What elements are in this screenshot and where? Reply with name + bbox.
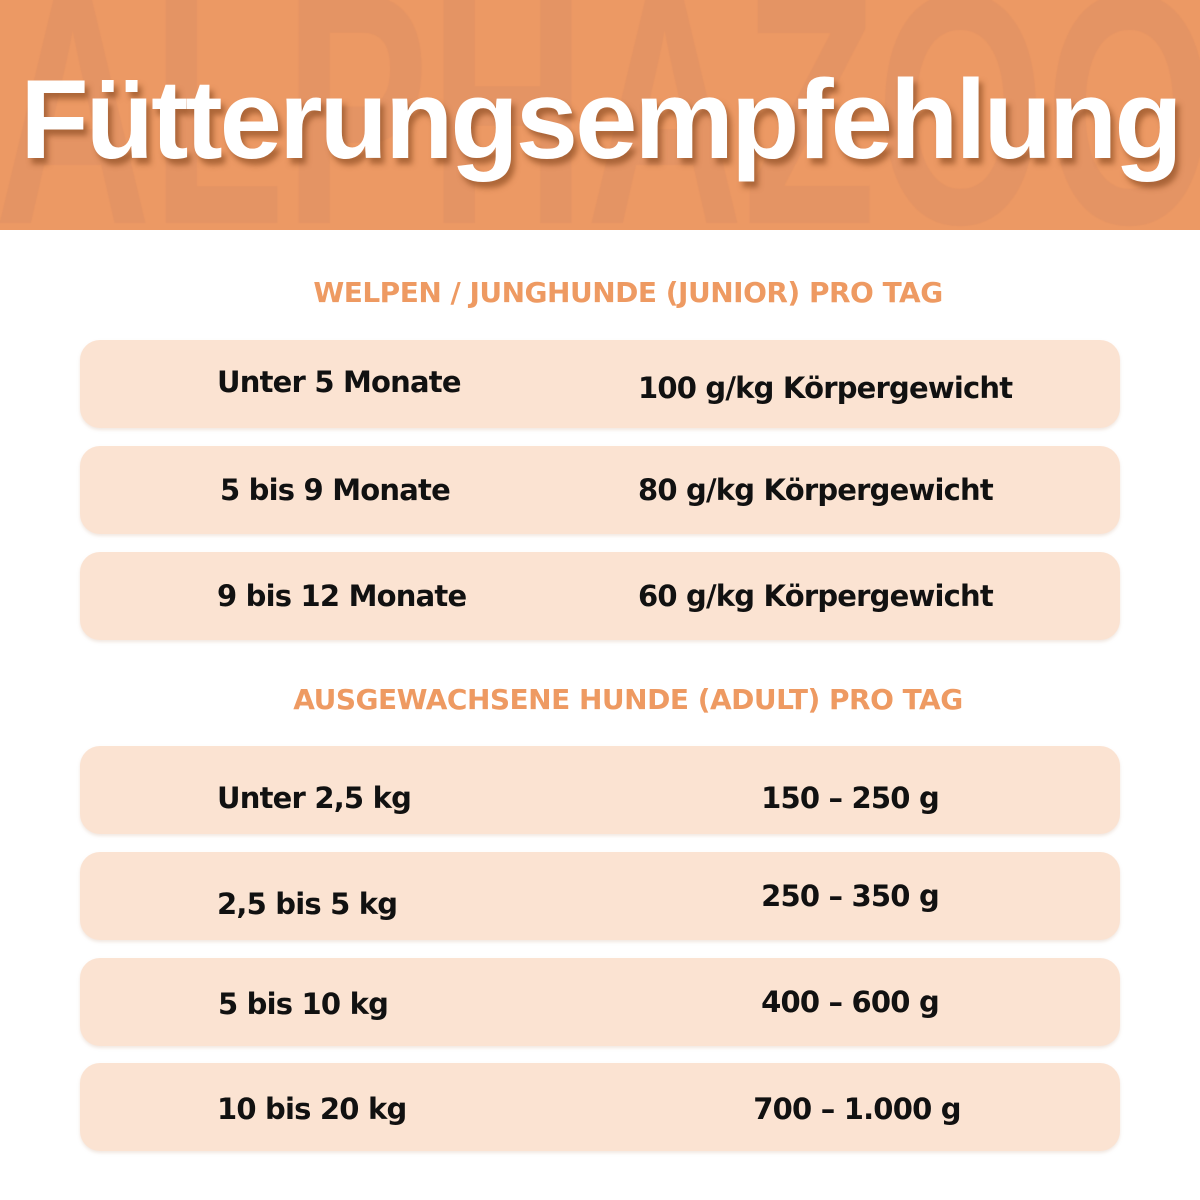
adult-heading: AUSGEWACHSENE HUNDE (ADULT) PRO TAG xyxy=(293,683,963,716)
row-label: 10 bis 20 kg xyxy=(217,1092,407,1126)
row-label: 5 bis 10 kg xyxy=(218,987,389,1021)
row-label: Unter 2,5 kg xyxy=(217,781,412,815)
table-row: 2,5 bis 5 kg 250 – 350 g xyxy=(80,852,1120,940)
row-label: 2,5 bis 5 kg xyxy=(217,887,398,921)
row-value: 700 – 1.000 g xyxy=(753,1092,961,1126)
row-label: Unter 5 Monate xyxy=(217,365,462,399)
row-value: 60 g/kg Körpergewicht xyxy=(638,579,994,613)
row-value: 150 – 250 g xyxy=(761,781,940,815)
watermark-logo xyxy=(0,0,1200,230)
table-row: 10 bis 20 kg 700 – 1.000 g xyxy=(80,1063,1120,1151)
junior-heading: WELPEN / JUNGHUNDE (JUNIOR) PRO TAG xyxy=(313,276,943,309)
row-value: 80 g/kg Körpergewicht xyxy=(638,473,994,507)
row-label: 5 bis 9 Monate xyxy=(220,473,451,507)
table-row: Unter 2,5 kg 150 – 250 g xyxy=(80,746,1120,834)
table-row: 9 bis 12 Monate 60 g/kg Körpergewicht xyxy=(80,552,1120,640)
table-row: 5 bis 9 Monate 80 g/kg Körpergewicht xyxy=(80,446,1120,534)
row-value: 100 g/kg Körpergewicht xyxy=(638,371,1013,405)
table-row: Unter 5 Monate 100 g/kg Körpergewicht xyxy=(80,340,1120,428)
row-value: 400 – 600 g xyxy=(761,985,940,1019)
header-banner: Fütterungsempfehlung xyxy=(0,0,1200,230)
row-value: 250 – 350 g xyxy=(761,879,940,913)
table-row: 5 bis 10 kg 400 – 600 g xyxy=(80,958,1120,1046)
row-label: 9 bis 12 Monate xyxy=(217,579,467,613)
page-title: Fütterungsempfehlung xyxy=(20,57,1182,182)
